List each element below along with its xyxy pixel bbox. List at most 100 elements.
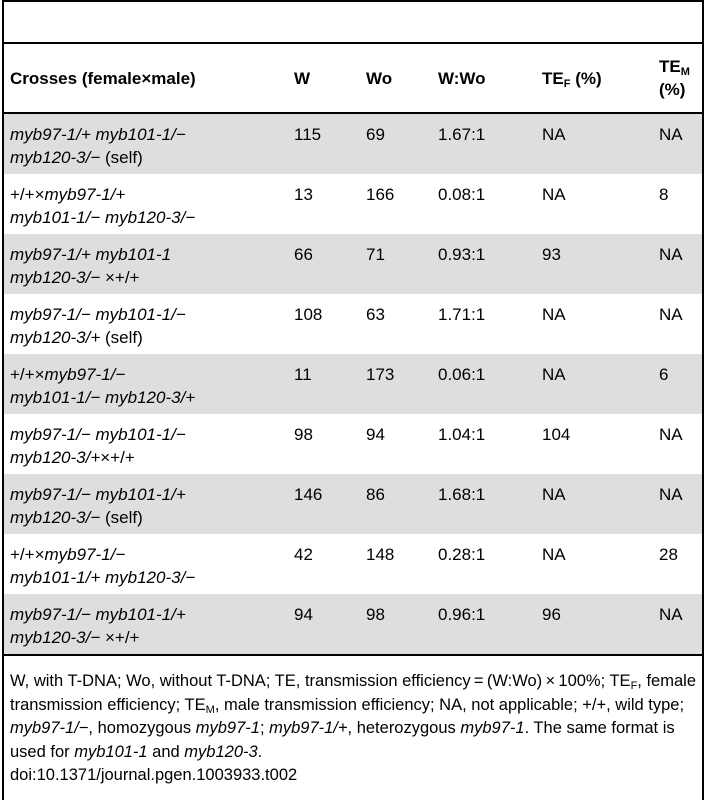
ratio-cell: 1.04:1 [438,425,486,444]
table-row: myb97-1/− myb101-1/+ myb120-3/− ×+/+ 94 9… [4,594,702,655]
table-row: myb97-1/− myb101-1/− myb120-3/+×+/+ 98 94… [4,414,702,474]
cross-cell: +/+×myb97-1/− myb101-1/+ myb120-3/− [4,534,288,594]
table-row: +/+×myb97-1/− myb101-1/− myb120-3/+ 11 17… [4,354,702,414]
footnote-text: . [257,742,263,761]
footnote-sub-m: M [205,703,215,716]
cross-cell: myb97-1/+ myb101-1 myb120-3/− ×+/+ [4,234,288,294]
te-m-sub: M [680,66,690,78]
ratio-cell: 0.93:1 [432,234,536,294]
tem-cell: NA [653,474,702,534]
tem-cell: 6 [653,354,702,414]
tem-cell: 8 [659,185,669,204]
wo-cell: 71 [360,234,432,294]
cross-line2-italic: myb101-1/− myb120-3/+ [10,388,196,407]
cross-line2-plain: ×+/+ [100,268,140,287]
cross-line2-italic: myb120-3/− [10,628,101,647]
footnote-text: ; [259,719,270,737]
wo-cell: 148 [366,545,395,564]
w-cell: 11 [288,354,360,414]
cross-line1-gene: myb97-1/− [44,365,126,384]
tef-cell: 93 [536,234,653,294]
ratio-cell: 1.71:1 [438,305,486,324]
table-row: +/+×myb97-1/+ myb101-1/− myb120-3/− 13 16… [4,174,702,234]
cross-line1-italic: myb97-1/− myb101-1/+ [10,485,186,504]
table-row: myb97-1/− myb101-1/+ myb120-3/− (self) 14… [4,474,702,534]
footnote-gene: myb97-1 [195,719,260,737]
header-wo: Wo [366,68,393,88]
tem-cell: NA [653,234,702,294]
cross-cell: myb97-1/+ myb101-1/− myb120-3/− (self) [4,113,288,174]
tem-cell: NA [659,425,683,444]
footnote-gene: myb97-1 [460,719,525,737]
cross-line2-plain: (self) [100,508,143,527]
header-w: W [294,68,311,88]
cross-line1-italic: myb97-1/− myb101-1/− [10,305,186,324]
tem-cell: NA [653,113,702,174]
cross-line2-plain: ×+/+ [100,448,135,467]
wo-cell: 173 [360,354,432,414]
header-te-male: TEM (%) [653,43,702,113]
wo-cell: 69 [360,113,432,174]
tef-cell: NA [542,545,566,564]
cross-line1-gene: myb97-1/− [44,545,126,564]
tef-cell: 96 [536,594,653,655]
w-cell: 108 [294,305,323,324]
w-cell: 42 [294,545,313,564]
te-f-sub: F [563,77,571,90]
w-cell: 146 [288,474,360,534]
transmission-table: Crosses (female×male) W Wo W:Wo TEF (%) … [4,42,702,656]
wo-cell: 98 [360,594,432,655]
cross-cell: +/+×myb97-1/+ myb101-1/− myb120-3/− [4,174,288,234]
cross-cell: myb97-1/− myb101-1/− myb120-3/+ (self) [4,294,288,354]
cross-line2-plain: (self) [100,328,143,347]
cross-line2-italic: myb120-3/+ [10,328,101,347]
cross-line2-italic: myb101-1/+ myb120-3/− [10,568,196,587]
ratio-cell: 0.28:1 [438,545,486,564]
top-rule [4,0,702,2]
wo-cell: 86 [360,474,432,534]
caption-space [4,0,702,42]
table-row: +/+×myb97-1/− myb101-1/+ myb120-3/− 42 14… [4,534,702,594]
ratio-cell: 0.06:1 [432,354,536,414]
tef-cell: NA [536,354,653,414]
wo-cell: 63 [366,305,385,324]
header-row: Crosses (female×male) W Wo W:Wo TEF (%) … [4,43,702,113]
header-crosses: Crosses (female×male) [10,68,196,88]
doi-link[interactable]: doi:10.1371/journal.pgen.1003933.t002 [10,766,298,784]
tef-cell: NA [536,113,653,174]
cross-line2-italic: myb120-3/− [10,268,101,287]
te-m-suffix: (%) [659,80,686,99]
footnote-gene: myb97-1/− [10,719,89,737]
w-cell: 13 [294,185,313,204]
cross-line1-plain: +/+×myb97-1/+ [10,185,126,204]
cross-line2-italic: myb120-3/− [10,508,101,527]
w-cell: 94 [288,594,360,655]
footnote-text: W, with T-DNA; Wo, without T-DNA; TE, tr… [10,672,631,690]
tef-cell: NA [542,185,566,204]
footnote-text: . The same format is used for [10,719,675,761]
tef-cell: NA [542,305,566,324]
footnote-gene: myb120-3 [184,742,258,761]
wo-cell: 166 [366,185,395,204]
w-cell: 66 [288,234,360,294]
cross-line1-italic: myb97-1/+ myb101-1/− [10,125,186,144]
cross-line1-plain: +/+×myb97-1/− [10,365,126,384]
tem-cell: 28 [659,545,678,564]
cross-cell: +/+×myb97-1/− myb101-1/− myb120-3/+ [4,354,288,414]
tem-cell: NA [659,305,683,324]
table-footnote: W, with T-DNA; Wo, without T-DNA; TE, tr… [4,656,702,788]
cross-line2-plain: ×+/+ [100,628,140,647]
cross-cell: myb97-1/− myb101-1/− myb120-3/+×+/+ [4,414,288,474]
table-row: myb97-1/+ myb101-1/− myb120-3/− (self) 11… [4,113,702,174]
te-f-suffix: (%) [570,68,602,88]
ratio-cell: 0.08:1 [438,185,486,204]
ratio-cell: 1.68:1 [432,474,536,534]
cross-line2-italic: myb101-1/− myb120-3/− [10,208,196,227]
w-cell: 115 [288,113,360,174]
table-row: myb97-1/+ myb101-1 myb120-3/− ×+/+ 66 71 … [4,234,702,294]
footnote-text: and [147,742,185,761]
tem-cell: NA [653,594,702,655]
footnote-text: , heterozygous [347,719,461,737]
cross-line1-gene: myb97-1/+ [44,185,126,204]
